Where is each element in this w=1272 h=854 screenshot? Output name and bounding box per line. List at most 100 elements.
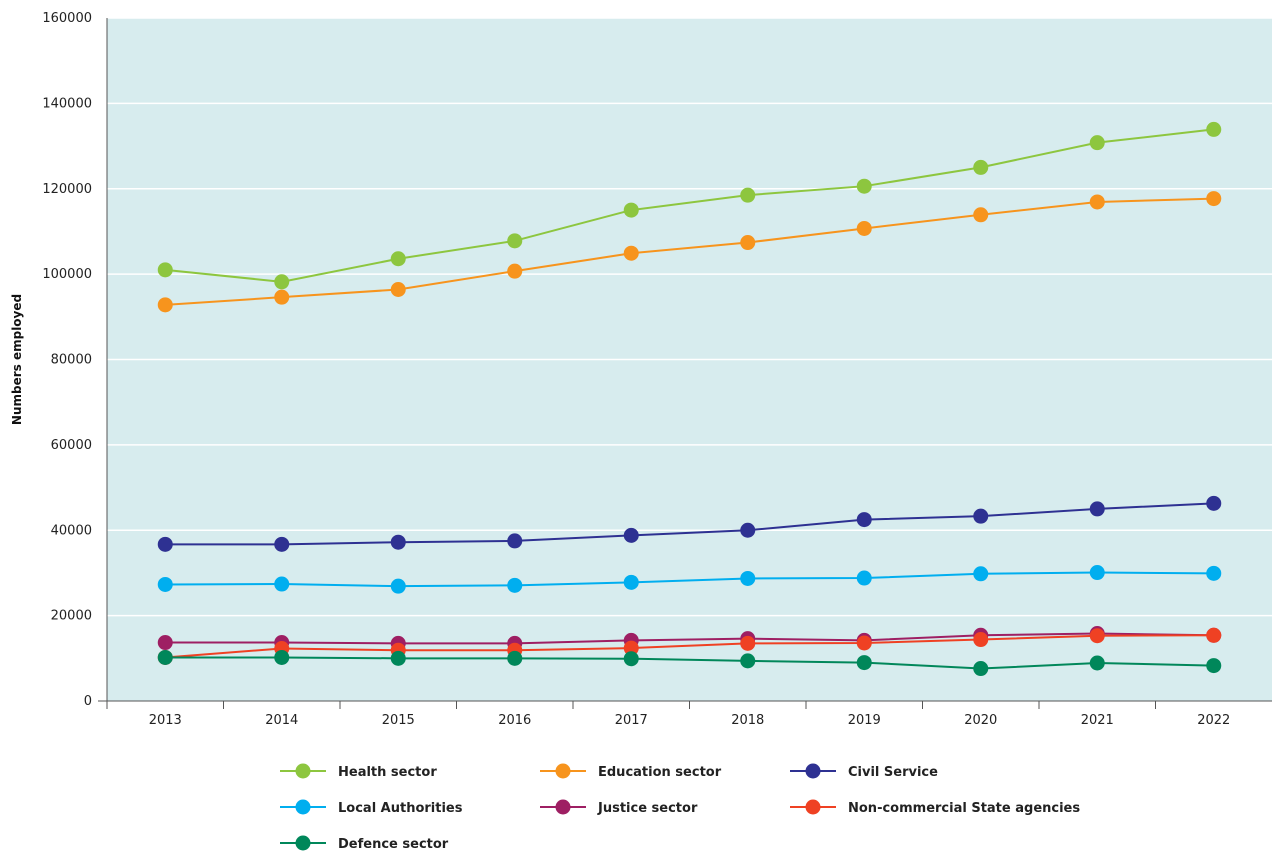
data-point	[1089, 135, 1105, 151]
series-line	[165, 632, 1214, 645]
legend-swatch-marker	[555, 763, 571, 779]
legend-item: Defence sector	[280, 835, 449, 852]
legend-item: Justice sector	[540, 799, 698, 816]
data-point	[740, 653, 756, 669]
data-point	[1206, 191, 1222, 207]
data-point	[740, 187, 756, 203]
y-tick-label: 140000	[42, 96, 92, 111]
legend-label: Local Authorities	[338, 801, 463, 816]
y-tick-label: 80000	[51, 353, 92, 368]
series-line	[165, 502, 1214, 546]
series-non-commercial-state-agencies	[157, 627, 1222, 665]
legend-swatch-marker	[295, 835, 311, 851]
data-point	[1089, 194, 1105, 210]
x-tick-label: 2019	[848, 713, 881, 728]
data-point	[973, 566, 989, 582]
data-point	[740, 635, 756, 651]
legend-label: Justice sector	[597, 801, 698, 816]
data-point	[390, 534, 406, 550]
series-education-sector	[157, 191, 1222, 313]
data-point	[973, 661, 989, 677]
data-point	[973, 159, 989, 175]
data-point	[623, 574, 639, 590]
data-point	[740, 570, 756, 586]
series-line	[165, 571, 1214, 588]
data-point	[157, 262, 173, 278]
data-point	[1206, 121, 1222, 137]
series-line	[165, 656, 1214, 670]
data-point	[623, 651, 639, 667]
legend: Health sector Education sector Civil Servi…	[280, 763, 1080, 852]
data-point	[274, 576, 290, 592]
data-point	[1206, 495, 1222, 511]
series-local-authorities	[157, 565, 1222, 594]
data-point	[390, 251, 406, 267]
data-point	[1089, 501, 1105, 517]
data-point	[623, 640, 639, 656]
data-point	[856, 512, 872, 528]
data-point	[157, 649, 173, 665]
data-point	[973, 508, 989, 524]
x-tick-label: 2022	[1197, 713, 1230, 728]
data-point	[1206, 565, 1222, 581]
data-point	[856, 220, 872, 236]
legend-item: Civil Service	[790, 763, 938, 780]
legend-label: Education sector	[598, 765, 722, 780]
x-tick-label: 2021	[1081, 713, 1114, 728]
x-tick-label: 2015	[382, 713, 415, 728]
legend-item: Local Authorities	[280, 799, 463, 816]
y-tick-label: 160000	[42, 11, 92, 26]
data-point	[1089, 565, 1105, 581]
data-point	[507, 233, 523, 249]
data-point	[157, 297, 173, 313]
legend-item: Non-commercial State agencies	[790, 799, 1080, 816]
data-point	[507, 577, 523, 593]
data-point	[507, 263, 523, 279]
data-point	[623, 527, 639, 543]
legend-item: Health sector	[280, 763, 437, 780]
legend-label: Health sector	[338, 765, 437, 780]
legend-label: Non-commercial State agencies	[848, 801, 1080, 816]
x-tick-label: 2016	[498, 713, 531, 728]
data-point	[856, 570, 872, 586]
x-axis-ticks: 2013 2014 2015 2016 2017 2018 2019 2020 2021 2022	[149, 713, 1231, 728]
data-point	[157, 635, 173, 651]
data-point	[390, 578, 406, 594]
series-health-sector	[157, 121, 1222, 290]
legend-swatch-marker	[805, 763, 821, 779]
y-axis-label: Numbers employed	[10, 294, 24, 425]
x-tick-label: 2017	[615, 713, 648, 728]
x-tick-label: 2013	[149, 713, 182, 728]
data-point	[1206, 627, 1222, 643]
data-point	[973, 632, 989, 648]
x-tick-label: 2014	[265, 713, 298, 728]
y-tick-label: 120000	[42, 182, 92, 197]
data-point	[1206, 658, 1222, 674]
data-point	[740, 522, 756, 538]
data-point	[856, 635, 872, 651]
data-point	[157, 576, 173, 592]
data-point	[274, 289, 290, 305]
series-defence-sector	[157, 649, 1222, 677]
legend-swatch-marker	[555, 799, 571, 815]
legend-swatch-marker	[805, 799, 821, 815]
legend-label: Defence sector	[338, 837, 449, 852]
data-point	[856, 655, 872, 671]
legend-swatch-marker	[295, 799, 311, 815]
data-point	[623, 245, 639, 261]
data-point	[507, 650, 523, 666]
data-point	[740, 235, 756, 251]
data-point	[973, 207, 989, 223]
gridlines	[107, 17, 1272, 617]
series-civil-service	[157, 495, 1222, 552]
y-tick-label: 0	[84, 694, 92, 709]
data-point	[623, 202, 639, 218]
data-point	[1089, 655, 1105, 671]
series-line	[165, 128, 1214, 283]
legend-swatch-marker	[295, 763, 311, 779]
data-point	[507, 533, 523, 549]
data-point	[274, 536, 290, 552]
y-tick-label: 40000	[51, 523, 92, 538]
y-tick-label: 20000	[51, 609, 92, 624]
